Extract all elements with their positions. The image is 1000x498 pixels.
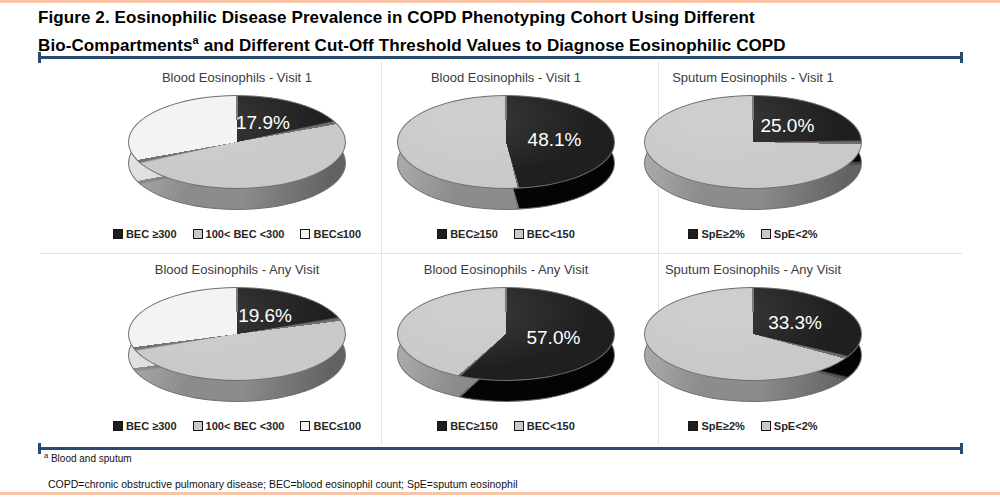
pie-surface	[644, 95, 862, 189]
legend-label: SpE≥2%	[701, 420, 744, 432]
legend-item: BEC≥150	[437, 420, 498, 432]
pie-panel-sputum-anyvisit: Sputum Eosinophils - Any Visit 33.3% SpE…	[659, 254, 962, 444]
legend-swatch-icon	[437, 229, 447, 239]
bottom-accent-bar	[0, 492, 1000, 495]
chart-grid: Blood Eosinophils - Visit 1 17.9% BEC ≥3…	[40, 62, 962, 444]
pie-legend: BEC≥150 BEC<150	[381, 228, 631, 240]
legend-label: BEC ≥300	[126, 228, 177, 240]
legend-swatch-icon	[113, 229, 123, 239]
pie-legend: SpE≥2% SpE<2%	[628, 228, 878, 240]
legend-swatch-icon	[193, 421, 203, 431]
pie-surface	[128, 287, 346, 381]
pie-legend: SpE≥2% SpE<2%	[628, 420, 878, 432]
chart-title: Blood Eosinophils - Visit 1	[112, 70, 362, 87]
pie-legend: BEC ≥300 100< BEC <300 BEC≤100	[112, 228, 362, 240]
pie-surface	[397, 287, 615, 381]
chart-title: Sputum Eosinophils - Visit 1	[628, 70, 878, 87]
pie-panel-blood-anyvisit-bec150: Blood Eosinophils - Any Visit 57.0% BEC≥…	[382, 254, 659, 444]
legend-label: 100< BEC <300	[206, 228, 285, 240]
legend-swatch-icon	[300, 421, 310, 431]
figure-title: Figure 2. Eosinophilic Disease Prevalenc…	[38, 7, 968, 57]
pie-data-label: 17.9%	[236, 113, 290, 133]
pie-data-label: 48.1%	[528, 130, 582, 150]
pie-surface	[644, 287, 862, 381]
legend-swatch-icon	[193, 229, 203, 239]
pie-surface	[128, 95, 346, 189]
figure-title-line1: Figure 2. Eosinophilic Disease Prevalenc…	[38, 7, 968, 29]
pie-panel-blood-visit1-bec300: Blood Eosinophils - Visit 1 17.9% BEC ≥3…	[40, 62, 382, 254]
legend-swatch-icon	[688, 421, 698, 431]
legend-item: SpE≥2%	[688, 228, 744, 240]
legend-swatch-icon	[761, 229, 771, 239]
chart-title: Sputum Eosinophils - Any Visit	[628, 262, 878, 279]
legend-item: BEC≤100	[300, 228, 361, 240]
legend-label: 100< BEC <300	[206, 420, 285, 432]
pie-legend: BEC≥150 BEC<150	[381, 420, 631, 432]
legend-item: BEC≥150	[437, 228, 498, 240]
legend-label: BEC≥150	[450, 228, 498, 240]
footnote: a Blood and sputum	[44, 451, 132, 464]
pie-legend: BEC ≥300 100< BEC <300 BEC≤100	[112, 420, 362, 432]
legend-item: BEC ≥300	[113, 228, 177, 240]
legend-item: BEC<150	[514, 420, 575, 432]
top-accent-bar	[0, 0, 1000, 3]
legend-swatch-icon	[514, 229, 524, 239]
legend-label: BEC ≥300	[126, 420, 177, 432]
chart-title: Blood Eosinophils - Any Visit	[112, 262, 362, 279]
pie-chart: 57.0%	[381, 287, 631, 402]
legend-swatch-icon	[300, 229, 310, 239]
legend-label: BEC≥150	[450, 420, 498, 432]
pie-surface	[397, 95, 615, 189]
legend-label: BEC≤100	[313, 420, 361, 432]
pie-data-label: 57.0%	[526, 328, 580, 348]
chart-title: Blood Eosinophils - Any Visit	[381, 262, 631, 279]
pie-data-label: 19.6%	[238, 306, 292, 326]
legend-label: SpE≥2%	[701, 228, 744, 240]
pie-data-label: 25.0%	[760, 116, 814, 136]
pie-panel-blood-anyvisit-bec300: Blood Eosinophils - Any Visit 19.6% BEC …	[40, 254, 382, 444]
chart-title: Blood Eosinophils - Visit 1	[381, 70, 631, 87]
pie-chart: 48.1%	[381, 95, 631, 210]
legend-swatch-icon	[113, 421, 123, 431]
legend-label: BEC<150	[527, 228, 575, 240]
legend-label: SpE<2%	[774, 420, 818, 432]
pie-panel-blood-visit1-bec150: Blood Eosinophils - Visit 1 48.1% BEC≥15…	[382, 62, 659, 254]
legend-item: 100< BEC <300	[193, 420, 285, 432]
pie-chart: 17.9%	[112, 95, 362, 210]
legend-swatch-icon	[514, 421, 524, 431]
title-divider-rule	[38, 56, 963, 59]
legend-item: BEC<150	[514, 228, 575, 240]
legend-item: BEC ≥300	[113, 420, 177, 432]
abbreviations-line: COPD=chronic obstructive pulmonary disea…	[48, 478, 518, 490]
pie-chart: 25.0%	[628, 95, 878, 210]
legend-swatch-icon	[761, 421, 771, 431]
legend-item: SpE<2%	[761, 420, 818, 432]
legend-label: BEC≤100	[313, 228, 361, 240]
legend-item: 100< BEC <300	[193, 228, 285, 240]
pie-chart: 19.6%	[112, 287, 362, 402]
figure-title-line2: Bio-Compartmentsa and Different Cut-Off …	[38, 29, 968, 57]
pie-panel-sputum-visit1: Sputum Eosinophils - Visit 1 25.0% SpE≥2…	[659, 62, 962, 254]
legend-label: SpE<2%	[774, 228, 818, 240]
legend-swatch-icon	[688, 229, 698, 239]
footer-divider-rule	[38, 447, 963, 450]
legend-item: BEC≤100	[300, 420, 361, 432]
legend-swatch-icon	[437, 421, 447, 431]
legend-item: SpE≥2%	[688, 420, 744, 432]
pie-chart: 33.3%	[628, 287, 878, 402]
legend-item: SpE<2%	[761, 228, 818, 240]
legend-label: BEC<150	[527, 420, 575, 432]
pie-data-label: 33.3%	[768, 313, 822, 333]
